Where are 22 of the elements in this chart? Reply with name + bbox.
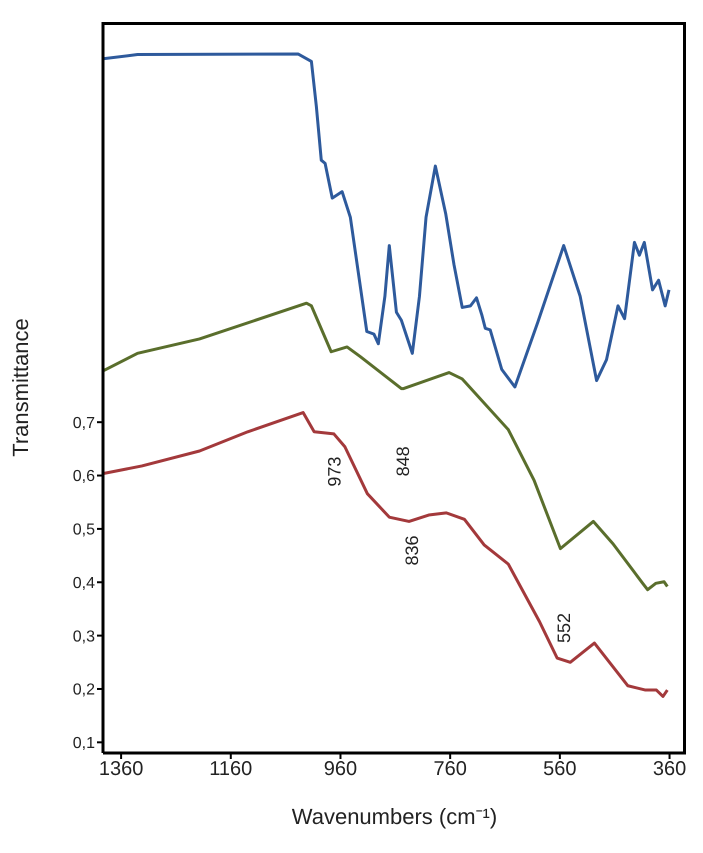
- y-tick-label: 0,7: [72, 414, 96, 432]
- y-tick-label: 0,2: [72, 682, 96, 699]
- x-tick-label: 560: [543, 758, 577, 780]
- x-axis-title: Wavenumbers (cm⁻¹): [292, 804, 498, 829]
- y-axis-title: Transmittance: [8, 318, 33, 457]
- y-tick-label: 0,4: [72, 574, 96, 592]
- annotation: 973: [324, 456, 344, 487]
- line-series: [103, 302, 669, 592]
- line-series: [103, 411, 669, 698]
- annotation: 552: [554, 612, 574, 644]
- annotation: 836: [402, 535, 422, 566]
- y-tick-label: 0,3: [72, 628, 96, 646]
- y-tick-label: 0,5: [72, 522, 96, 539]
- x-tick-label: 1160: [209, 758, 252, 780]
- annotation: 848: [393, 446, 414, 476]
- x-tick-label: 1360: [98, 758, 144, 780]
- y-tick-label: 0,1: [72, 735, 96, 752]
- x-tick-label: 960: [324, 758, 358, 780]
- x-tick-label: 760: [433, 758, 467, 780]
- x-tick-label: 360: [652, 758, 686, 780]
- line-series: [103, 52, 670, 388]
- y-tick-label: 0,6: [72, 468, 96, 486]
